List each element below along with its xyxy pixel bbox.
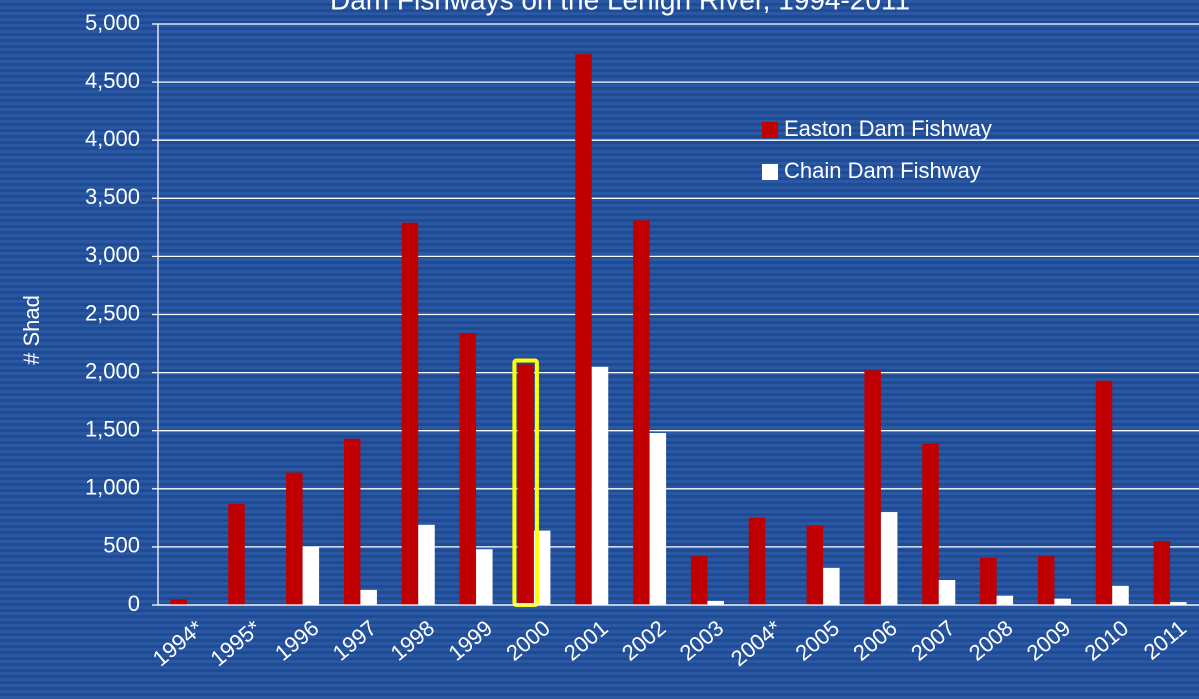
x-tick-label: 2007 [906,615,960,666]
x-tick-label: 2003 [675,615,729,666]
y-tick-label: 4,500 [85,68,140,93]
bar [575,54,592,606]
bar [1054,598,1071,605]
x-tick-label: 2010 [1080,615,1134,666]
x-tick-label: 2006 [848,615,902,666]
x-tick-label: 2011 [1139,615,1191,665]
bar [1037,556,1055,605]
bar [823,567,840,605]
bar [806,525,824,605]
bar [922,443,939,605]
bar [1153,541,1171,605]
x-tick-label: 2005 [790,615,844,666]
bar [286,472,303,605]
bar [343,438,361,605]
bar [880,512,898,605]
bar [649,433,667,605]
bar [1112,585,1129,605]
bar [360,589,377,605]
bar [170,599,187,605]
legend-swatch [762,164,778,180]
x-tick-label: 2004* [726,615,786,671]
y-tick-label: 2,500 [85,300,140,325]
bar [690,556,708,605]
bar [418,524,435,605]
bar [633,220,650,606]
bar [517,364,534,605]
y-tick-label: 4,000 [85,126,140,151]
bar [996,595,1014,605]
bar [1170,602,1187,605]
bar [864,370,881,605]
x-tick-label: 2001 [559,615,613,666]
y-tick-label: 3,000 [85,242,140,267]
x-tick-label: 2000 [501,615,555,666]
bar [1095,380,1113,605]
bar [591,366,609,605]
x-tick-label: 2009 [1022,615,1076,666]
x-tick-label: 2002 [617,615,671,666]
bar [707,600,724,605]
x-tick-label: 1996 [270,615,324,666]
bar [459,333,477,605]
x-tick-label: 1997 [328,615,382,666]
y-tick-label: 3,500 [85,184,140,209]
x-tick-label: 1998 [386,615,440,666]
legend-label: Chain Dam Fishway [784,158,981,183]
bar [476,549,493,605]
x-tick-label: 2008 [964,615,1018,666]
y-tick-label: 0 [128,591,140,616]
y-tick-label: 1,000 [85,475,140,500]
bar [401,222,419,605]
bar [980,557,997,605]
bar [228,503,245,605]
y-tick-label: 1,500 [85,417,140,442]
y-axis-label: # Shad [19,295,44,365]
x-tick-label: 1995* [206,615,266,671]
legend-label: Easton Dam Fishway [784,116,992,141]
bar [302,546,320,605]
legend-swatch [762,122,778,138]
y-tick-label: 500 [103,533,140,558]
bar [938,580,956,605]
x-tick-label: 1999 [443,615,497,666]
y-tick-label: 2,000 [85,358,140,383]
x-tick-label: 1994* [148,615,208,671]
y-tick-label: 5,000 [85,10,140,35]
bar [748,517,766,605]
chart-title: Dam Fishways on the Lehigh River, 1994-2… [330,0,910,15]
